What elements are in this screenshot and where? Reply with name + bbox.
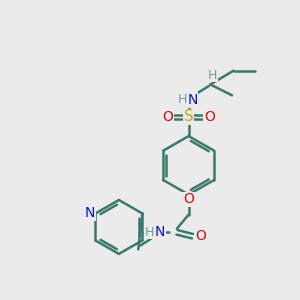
Text: N: N: [187, 93, 198, 107]
Text: H: H: [178, 93, 187, 106]
Text: H: H: [208, 69, 217, 82]
Text: O: O: [162, 110, 173, 124]
Text: S: S: [184, 110, 194, 124]
Text: H: H: [145, 226, 154, 239]
Text: N: N: [155, 225, 165, 239]
Text: O: O: [195, 229, 206, 243]
Text: O: O: [204, 110, 215, 124]
Text: N: N: [85, 206, 95, 220]
Text: O: O: [183, 192, 194, 206]
